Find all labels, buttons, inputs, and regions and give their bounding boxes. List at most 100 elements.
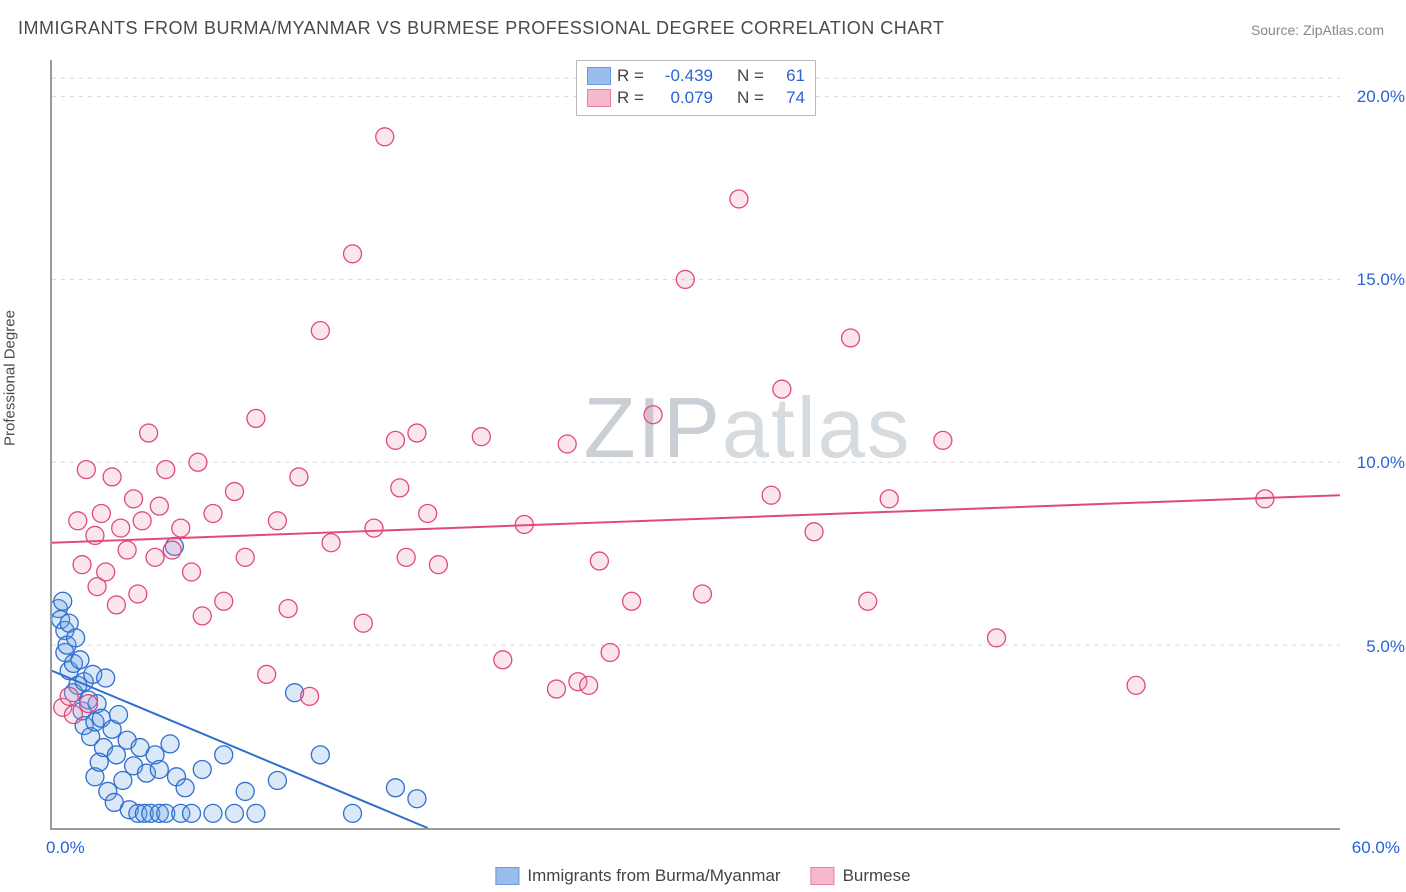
data-point	[54, 592, 72, 610]
data-point	[558, 435, 576, 453]
data-point	[311, 746, 329, 764]
data-point	[193, 761, 211, 779]
data-point	[67, 629, 85, 647]
r-value-0: -0.439	[651, 65, 713, 87]
data-point	[236, 548, 254, 566]
data-point	[391, 479, 409, 497]
n-value-0: 61	[771, 65, 805, 87]
data-point	[322, 534, 340, 552]
data-point	[429, 556, 447, 574]
chart-title: IMMIGRANTS FROM BURMA/MYANMAR VS BURMESE…	[18, 18, 944, 39]
data-point	[623, 592, 641, 610]
data-point	[590, 552, 608, 570]
data-point	[215, 592, 233, 610]
data-point	[494, 651, 512, 669]
data-point	[693, 585, 711, 603]
data-point	[225, 483, 243, 501]
data-point	[386, 431, 404, 449]
legend-item-1: Burmese	[811, 866, 911, 886]
data-point	[354, 614, 372, 632]
legend-swatch-icon	[495, 867, 519, 885]
trend-line	[52, 495, 1340, 543]
legend-swatch-0	[587, 67, 611, 85]
data-point	[64, 706, 82, 724]
y-axis-label: Professional Degree	[2, 310, 19, 446]
series-legend: Immigrants from Burma/Myanmar Burmese	[495, 866, 910, 886]
y-tick-label: 15.0%	[1357, 270, 1405, 290]
data-point	[344, 804, 362, 822]
data-point	[73, 556, 91, 574]
data-point	[172, 519, 190, 537]
data-point	[215, 746, 233, 764]
data-point	[419, 505, 437, 523]
plot-area: ZIPatlas R = -0.439 N = 61 R = 0.079 N =…	[50, 60, 1340, 830]
data-point	[77, 461, 95, 479]
data-point	[376, 128, 394, 146]
data-point	[408, 424, 426, 442]
data-point	[157, 461, 175, 479]
source-label: Source: ZipAtlas.com	[1251, 22, 1384, 38]
data-point	[247, 804, 265, 822]
data-point	[125, 490, 143, 508]
data-point	[60, 687, 78, 705]
chart-svg	[52, 60, 1340, 828]
r-label: R =	[617, 65, 645, 87]
legend-label-1: Burmese	[843, 866, 911, 886]
correlation-legend: R = -0.439 N = 61 R = 0.079 N = 74	[576, 60, 816, 116]
data-point	[189, 453, 207, 471]
data-point	[601, 643, 619, 661]
r-value-1: 0.079	[651, 87, 713, 109]
data-point	[193, 607, 211, 625]
data-point	[204, 505, 222, 523]
legend-row-1: R = 0.079 N = 74	[587, 87, 805, 109]
data-point	[71, 651, 89, 669]
data-point	[290, 468, 308, 486]
data-point	[268, 771, 286, 789]
data-point	[580, 676, 598, 694]
data-point	[247, 409, 265, 427]
data-point	[644, 406, 662, 424]
data-point	[730, 190, 748, 208]
data-point	[150, 497, 168, 515]
data-point	[103, 468, 121, 486]
data-point	[107, 596, 125, 614]
data-point	[236, 782, 254, 800]
legend-item-0: Immigrants from Burma/Myanmar	[495, 866, 780, 886]
data-point	[161, 735, 179, 753]
y-tick-label: 20.0%	[1357, 87, 1405, 107]
data-point	[311, 322, 329, 340]
data-point	[129, 585, 147, 603]
legend-row-0: R = -0.439 N = 61	[587, 65, 805, 87]
data-point	[344, 245, 362, 263]
data-point	[183, 563, 201, 581]
data-point	[110, 706, 128, 724]
data-point	[92, 505, 110, 523]
data-point	[988, 629, 1006, 647]
legend-swatch-1	[587, 89, 611, 107]
data-point	[268, 512, 286, 530]
data-point	[762, 486, 780, 504]
data-point	[133, 512, 151, 530]
data-point	[472, 428, 490, 446]
data-point	[176, 779, 194, 797]
data-point	[842, 329, 860, 347]
data-point	[386, 779, 404, 797]
data-point	[118, 541, 136, 559]
n-value-1: 74	[771, 87, 805, 109]
data-point	[140, 424, 158, 442]
data-point	[183, 804, 201, 822]
data-point	[80, 695, 98, 713]
r-label: R =	[617, 87, 645, 109]
data-point	[146, 548, 164, 566]
data-point	[112, 519, 130, 537]
data-point	[279, 600, 297, 618]
x-max-label: 60.0%	[1352, 838, 1400, 858]
data-point	[225, 804, 243, 822]
y-tick-label: 5.0%	[1366, 637, 1405, 657]
legend-label-0: Immigrants from Burma/Myanmar	[527, 866, 780, 886]
n-label: N =	[737, 87, 765, 109]
data-point	[97, 669, 115, 687]
legend-swatch-icon	[811, 867, 835, 885]
n-label: N =	[737, 65, 765, 87]
data-point	[204, 804, 222, 822]
